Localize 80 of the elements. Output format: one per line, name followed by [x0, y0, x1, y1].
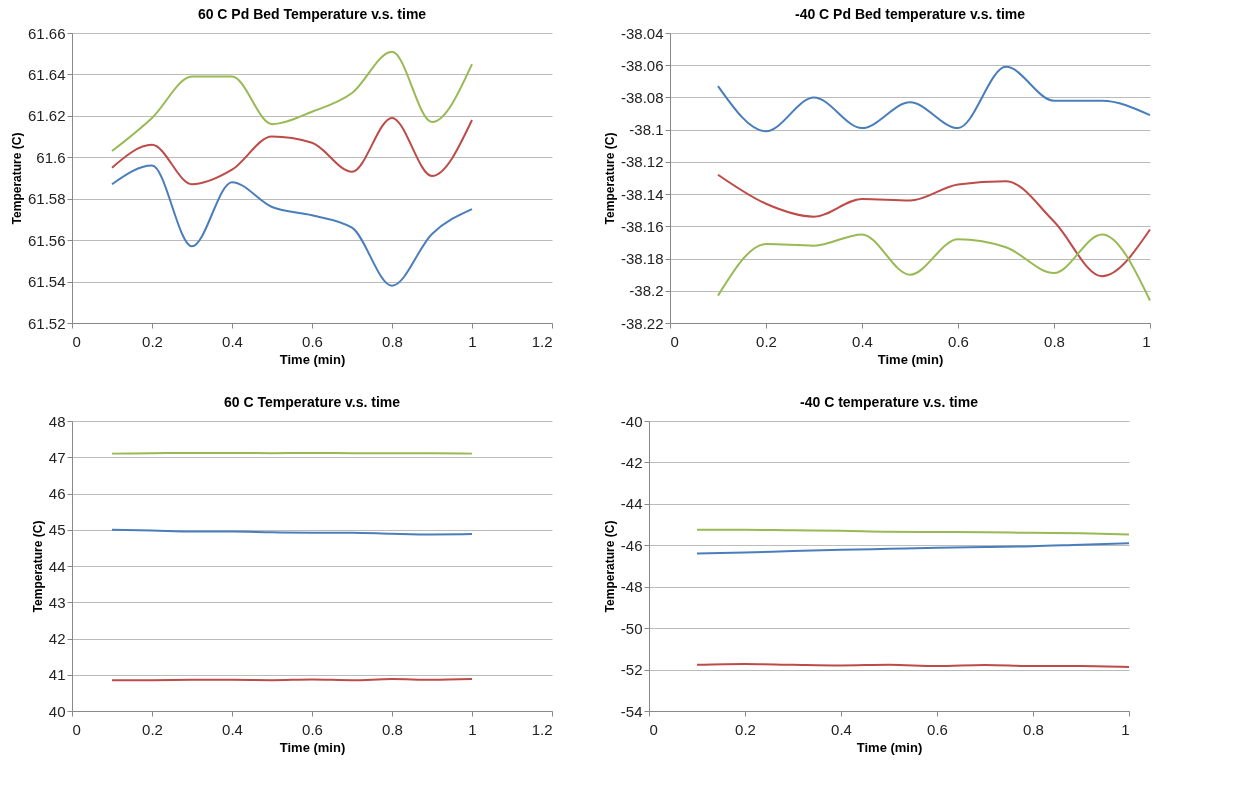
x-tick-label: 0.6 — [302, 332, 323, 350]
line-series — [717, 233, 1151, 302]
y-tick-label: -38.1 — [629, 121, 664, 139]
line-series — [111, 164, 473, 287]
y-tick-label: 41 — [48, 666, 66, 684]
chart-title: -40 C temperature v.s. time — [800, 394, 979, 410]
y-tick-label: 61.62 — [27, 107, 66, 125]
x-tick-label: 0.8 — [382, 720, 403, 738]
chart-title: -40 C Pd Bed temperature v.s. time — [794, 6, 1026, 22]
x-tick-label: 0.6 — [927, 720, 948, 738]
chart-title: 60 C Temperature v.s. time — [223, 394, 401, 410]
x-tick-label: 1 — [468, 332, 477, 350]
y-tick-label: -52 — [620, 661, 643, 679]
x-tick-label: 0.4 — [222, 720, 243, 738]
line-series — [717, 173, 1151, 278]
y-tick-label: -38.18 — [620, 250, 664, 268]
x-tick-label: 0.2 — [142, 332, 163, 350]
x-tick-label: 0 — [72, 332, 81, 350]
x-tick-label: 0.4 — [222, 332, 243, 350]
x-tick-label: 1.2 — [531, 720, 553, 738]
line-series — [111, 50, 473, 153]
y-tick-label: 43 — [48, 593, 66, 611]
x-tick-label: 1.2 — [531, 332, 553, 350]
y-tick-label: 61.54 — [27, 273, 66, 291]
y-tick-label: -40 — [620, 412, 643, 430]
x-tick-label: 0 — [670, 332, 679, 350]
y-tick-label: -38.04 — [620, 24, 664, 42]
y-tick-label: -46 — [620, 536, 643, 554]
x-tick-label: 0.2 — [142, 720, 163, 738]
x-axis-title: Time (min) — [279, 351, 346, 367]
x-tick-label: 0 — [72, 720, 81, 738]
y-tick-label: -38.06 — [620, 56, 664, 74]
y-tick-label: -38.12 — [620, 153, 664, 171]
x-tick-label: 0.6 — [948, 332, 969, 350]
x-axis-title: Time (min) — [856, 739, 923, 755]
x-tick-label: 0.8 — [1044, 332, 1065, 350]
y-axis-title: Temperature (C) — [9, 132, 24, 225]
y-tick-label: 61.6 — [36, 148, 66, 166]
y-tick-label: 61.66 — [27, 24, 66, 42]
y-tick-label: -38.2 — [629, 282, 664, 300]
y-tick-label: 61.64 — [27, 65, 66, 83]
x-tick-label: 0.2 — [756, 332, 777, 350]
y-tick-label: 47 — [48, 448, 66, 466]
x-tick-label: 0 — [649, 720, 658, 738]
y-tick-label: 44 — [48, 557, 66, 575]
line-series — [111, 116, 473, 186]
y-tick-label: 61.58 — [27, 190, 66, 208]
y-tick-label: 46 — [48, 485, 66, 502]
y-axis-title: Temperature (C) — [30, 520, 45, 613]
y-tick-label: -44 — [620, 495, 643, 513]
x-tick-label: 1 — [468, 720, 477, 738]
y-tick-label: 61.56 — [27, 231, 66, 249]
y-tick-label: -38.14 — [620, 185, 664, 203]
y-axis-title: Temperature (C) — [602, 520, 617, 613]
y-tick-label: -48 — [620, 578, 643, 596]
line-series — [696, 542, 1130, 555]
x-tick-label: 0.4 — [852, 332, 873, 350]
x-tick-label: 0.6 — [302, 720, 323, 738]
x-tick-label: 0.8 — [382, 332, 403, 350]
x-tick-label: 0.2 — [735, 720, 756, 738]
y-tick-label: -42 — [620, 453, 643, 471]
x-tick-label: 1 — [1121, 720, 1130, 738]
y-tick-label: 42 — [48, 630, 66, 647]
y-tick-label: 45 — [48, 521, 66, 539]
x-tick-label: 0.4 — [831, 720, 852, 738]
x-axis-title: Time (min) — [877, 351, 944, 367]
y-tick-label: -38.22 — [620, 314, 664, 332]
y-tick-label: 40 — [48, 702, 66, 720]
y-tick-label: 48 — [48, 412, 66, 430]
x-tick-label: 0.8 — [1023, 720, 1044, 738]
y-tick-label: -50 — [620, 619, 643, 637]
y-tick-label: -38.16 — [620, 217, 664, 235]
y-tick-label: -38.08 — [620, 88, 664, 106]
chart-title: 60 C Pd Bed Temperature v.s. time — [197, 6, 427, 22]
y-tick-label: -54 — [620, 702, 643, 720]
y-tick-label: 61.52 — [27, 314, 66, 332]
y-axis-title: Temperature (C) — [602, 132, 617, 225]
x-axis-title: Time (min) — [279, 739, 346, 755]
x-tick-label: 1 — [1142, 332, 1151, 350]
line-series — [717, 65, 1151, 133]
